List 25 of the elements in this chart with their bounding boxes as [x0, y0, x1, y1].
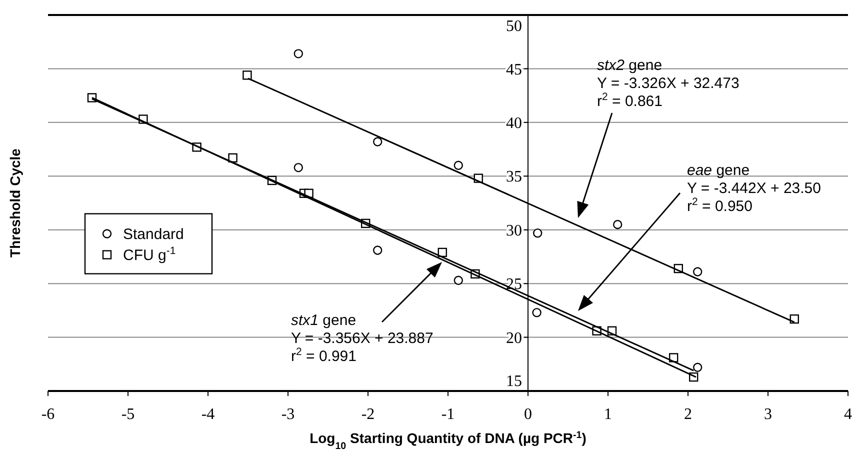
y-tick-label: 30 [506, 222, 522, 240]
x-tick-label: -5 [121, 406, 135, 423]
annotation: stx1 gene Y = -3.356X + 23.887 r$^{2}$ = 0.991 [291, 312, 434, 365]
y-tick-label: 45 [506, 61, 522, 78]
x-tick-label: -4 [201, 406, 215, 423]
x-tick-label: 1 [604, 406, 612, 423]
legend-label: CFU g$^{-1}$ [123, 244, 176, 264]
y-tick-label: 50 [506, 18, 522, 35]
x-tick-label: 2 [684, 406, 692, 423]
x-tick-label: -2 [361, 406, 375, 423]
x-tick-label: -6 [41, 406, 55, 423]
y-tick-label: 20 [506, 330, 522, 347]
y-tick-label: 15 [506, 373, 522, 390]
x-tick-label: 4 [844, 406, 852, 423]
annotation: eae gene Y = -3.442X + 23.50 r$^{2}$ = 0.950 [687, 162, 821, 215]
legend-label: Standard [123, 226, 184, 243]
x-tick-label: -1 [441, 406, 455, 423]
x-axis-title: Log$_{10}$ Starting Quantity of DNA (µg PCR$^{-1}$) [310, 430, 586, 452]
y-tick-label: 40 [506, 115, 522, 132]
x-tick-label: 3 [764, 406, 772, 423]
annotation: stx2 gene Y = -3.326X + 32.473 r$^{2}$ = 0.861 [597, 57, 740, 110]
y-axis-title: Threshold Cycle [7, 148, 23, 258]
x-tick-label: 0 [524, 406, 532, 423]
x-tick-label: -3 [281, 406, 295, 423]
y-tick-label: 35 [506, 168, 522, 186]
